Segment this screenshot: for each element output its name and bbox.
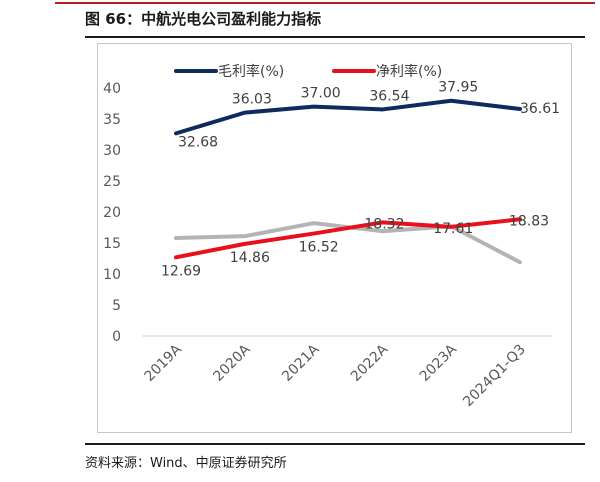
figure-title: 图 66：中航光电公司盈利能力指标 (85, 10, 322, 28)
data-labels: 32.68 36.03 37.00 36.54 37.95 36.61 12.69 14.86… (161, 80, 560, 280)
chart-series (174, 98, 522, 265)
data-label: 16.52 (299, 240, 339, 256)
y-tick-label: 20 (103, 205, 121, 221)
y-axis: 0 5 10 15 20 25 30 35 40 (103, 81, 121, 345)
y-tick-label: 40 (103, 81, 121, 97)
y-tick-label: 15 (103, 236, 121, 252)
y-tick-label: 35 (103, 112, 121, 128)
top-accent-rule (55, 2, 595, 4)
line-chart: 毛利率(%) 净利率(%) 0 5 10 15 20 25 30 35 40 2019A 2020A… (103, 63, 560, 411)
data-label: 37.00 (301, 86, 341, 102)
data-label: 12.69 (161, 263, 201, 279)
data-label: 18.83 (509, 213, 549, 229)
data-label: 37.95 (438, 80, 478, 96)
legend-label: 毛利率(%) (218, 63, 284, 80)
data-label: 14.86 (230, 250, 270, 266)
chart-legend: 毛利率(%) 净利率(%) (174, 63, 442, 80)
data-label: 36.03 (232, 92, 272, 108)
data-label: 17.61 (433, 221, 473, 237)
legend-label: 净利率(%) (376, 63, 442, 80)
y-tick-label: 5 (112, 298, 121, 314)
series-line-1 (174, 217, 522, 260)
source-note: 资料来源：Wind、中原证券研究所 (85, 456, 287, 471)
y-tick-label: 25 (103, 174, 121, 190)
x-tick-label: 2023A (417, 341, 461, 385)
chart-frame (97, 43, 572, 433)
y-tick-label: 0 (112, 329, 121, 345)
y-tick-label: 10 (103, 267, 121, 283)
x-axis: 2019A 2020A 2021A 2022A 2023A 2024Q1-Q3 (142, 335, 552, 411)
title-divider (85, 36, 585, 38)
x-tick-label: 2019A (142, 341, 186, 385)
data-label: 18.32 (364, 216, 404, 232)
data-label: 36.54 (369, 88, 409, 104)
y-tick-label: 30 (103, 143, 121, 159)
bottom-divider (85, 443, 585, 445)
data-label: 32.68 (178, 134, 218, 150)
x-tick-label: 2024Q1-Q3 (460, 342, 529, 411)
x-tick-label: 2022A (348, 341, 392, 385)
data-label: 36.61 (520, 101, 560, 117)
series-line-0 (174, 98, 522, 136)
x-tick-label: 2021A (279, 341, 323, 385)
x-tick-label: 2020A (210, 341, 254, 385)
